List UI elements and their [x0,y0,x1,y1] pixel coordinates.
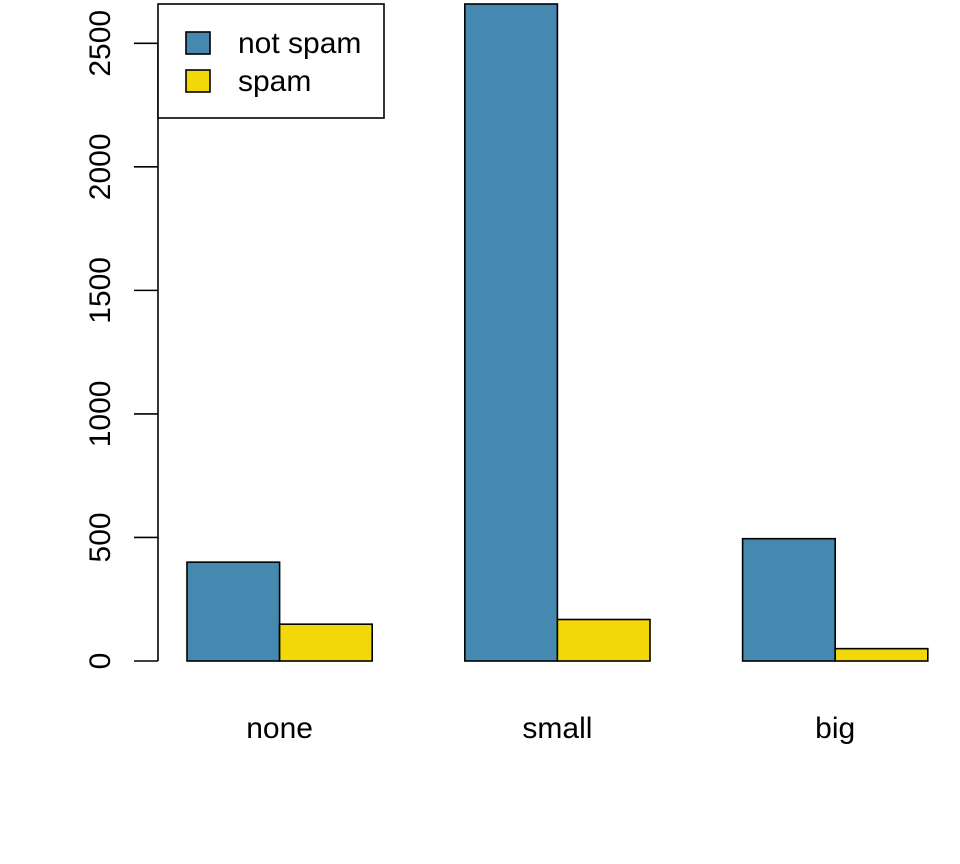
legend: not spam spam [157,3,385,119]
bar-none-spam [278,623,374,662]
bars [186,3,929,662]
y-tick-label: 500 [84,512,117,562]
category-label: big [815,712,855,745]
category-label: none [246,712,313,745]
category-label: small [522,712,592,745]
legend-box [157,3,385,119]
bar-big-spam [834,647,929,662]
legend-swatch [185,69,211,93]
category-labels: none small big [246,712,855,745]
legend-label: spam [238,65,311,98]
bar-none-not-spam [186,561,281,662]
y-axis: 0 500 1000 1500 2000 2500 [84,10,159,670]
y-tick-label: 0 [84,653,117,670]
y-tick-label: 2000 [84,133,117,200]
y-tick-label: 2500 [84,10,117,77]
bar-big-not-spam [741,537,836,662]
legend-swatch [185,31,211,55]
bar-small-not-spam [463,3,559,662]
legend-label: not spam [238,27,361,60]
y-tick-label: 1500 [84,257,117,324]
bar-small-spam [556,618,651,662]
y-tick-label: 1000 [84,381,117,448]
